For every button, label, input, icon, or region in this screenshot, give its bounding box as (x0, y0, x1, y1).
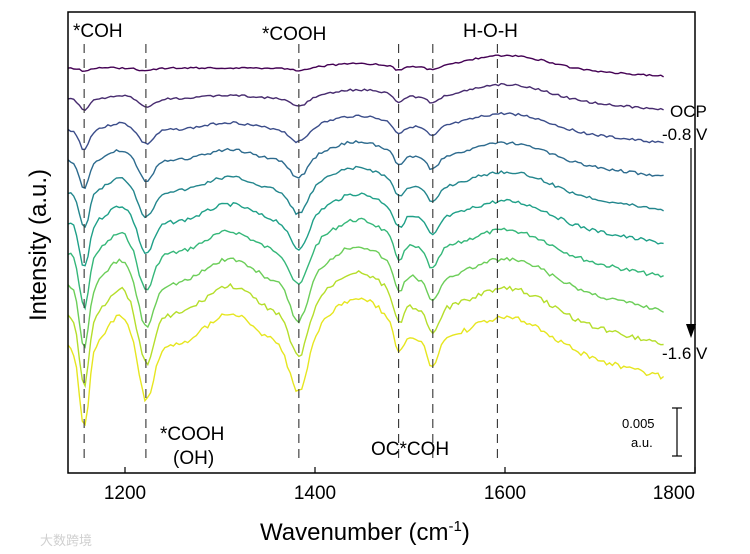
spectrum-line-1 (67, 82, 664, 111)
spectrum-line-4 (67, 165, 664, 229)
plot-frame (67, 11, 696, 474)
x-axis-title: Wavenumber (cm-1) (260, 518, 470, 546)
potential-arrow-head (686, 324, 696, 338)
x-tick-label: 1600 (484, 483, 526, 504)
spectrum-line-5 (67, 192, 664, 267)
spectrum-line-9 (67, 297, 665, 427)
watermark-text: 大数跨境 (40, 533, 92, 548)
annotation-cooh-oh-line2: (OH) (173, 448, 214, 469)
label-ocp: OCP (670, 102, 707, 121)
spectrum-line-2 (67, 111, 664, 151)
x-tick-label: 1200 (104, 483, 146, 504)
spectrum-line-6 (67, 217, 664, 311)
annotation-hoh: H-O-H (463, 21, 518, 42)
x-tick-label: 1400 (294, 483, 336, 504)
scale-bar-unit: a.u. (631, 435, 653, 450)
spectrum-line-3 (67, 140, 664, 190)
scale-bar (672, 407, 682, 457)
x-tick-label: 1800 (653, 483, 695, 504)
spectrum-line-7 (67, 246, 664, 349)
label-minus-1-6v: -1.6 V (662, 344, 708, 363)
annotation-occoh: OC*COH (371, 439, 449, 460)
scale-bar-value: 0.005 (622, 416, 655, 431)
y-axis-title: Intensity (a.u.) (25, 169, 52, 321)
spectra-series-group (67, 54, 665, 427)
annotation-cooh-oh-line1: *COOH (160, 424, 224, 445)
x-axis-ticks: 1200 1400 1600 1800 (104, 467, 696, 504)
annotation-cooh-top: *COOH (262, 24, 326, 45)
spectrum-line-0 (67, 54, 664, 78)
annotation-coh: *COH (73, 21, 123, 42)
spectrum-line-8 (67, 270, 664, 389)
reference-lines (83, 44, 498, 460)
label-minus-0-8v: -0.8 V (662, 125, 708, 144)
